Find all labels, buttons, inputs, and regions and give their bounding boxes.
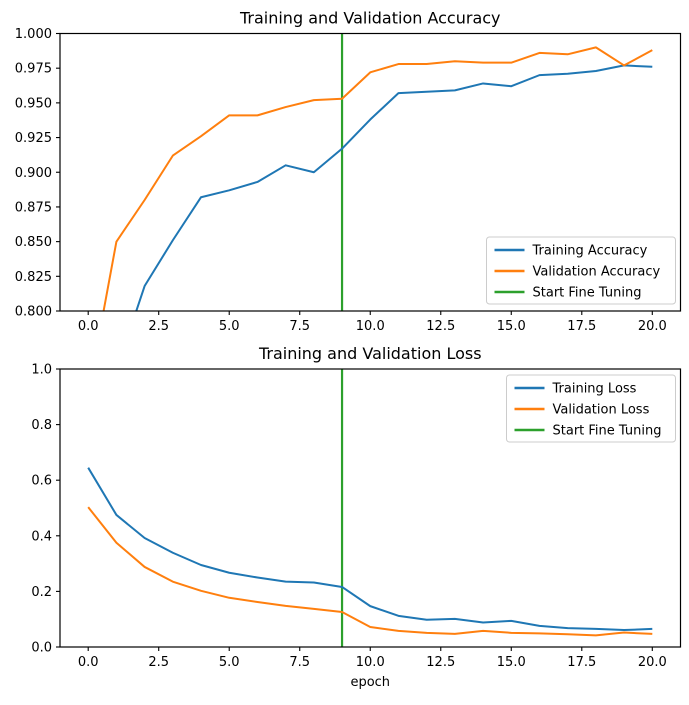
y-tick-label: 0.875	[15, 200, 52, 215]
y-tick-label: 0.950	[15, 96, 52, 111]
y-tick-label: 0.0	[31, 641, 52, 656]
x-tick-label: 0.0	[78, 655, 99, 670]
y-tick-label: 0.6	[31, 474, 52, 489]
y-tick-label: 0.900	[15, 166, 52, 181]
x-tick-label: 15.0	[497, 319, 526, 334]
y-tick-label: 0.850	[15, 235, 52, 250]
y-tick-label: 0.825	[15, 270, 52, 285]
legend-label: Validation Loss	[553, 403, 650, 418]
y-tick-label: 1.0	[31, 363, 52, 378]
x-tick-label: 12.5	[426, 319, 455, 334]
chart-title: Training and Validation Loss	[258, 344, 482, 363]
training-loss-line	[87, 467, 653, 632]
x-tick-label: 0.0	[78, 319, 99, 334]
axes-spines	[59, 32, 682, 312]
x-tick-label: 17.5	[567, 319, 596, 334]
x-tick-label: 12.5	[426, 655, 455, 670]
x-axis-label: epoch	[350, 675, 390, 690]
y-tick-label: 0.8	[31, 418, 52, 433]
axes-spines	[59, 368, 682, 648]
x-tick-label: 15.0	[497, 655, 526, 670]
y-tick-label: 0.975	[15, 62, 52, 77]
y-tick-label: 1.000	[15, 27, 52, 42]
y-tick-label: 0.800	[15, 305, 52, 320]
training-accuracy-line	[135, 64, 653, 311]
legend-box	[506, 374, 676, 443]
x-tick-label: 10.0	[356, 655, 385, 670]
x-tick-label: 10.0	[356, 319, 385, 334]
training-and-validation-accuracy-axes: Training and Validation Accuracy 0.800 0.8…	[15, 9, 682, 334]
legend-box	[486, 236, 676, 305]
legend: Training Accuracy Validation Accuracy Star…	[486, 236, 676, 305]
x-tick-label: 5.0	[219, 319, 240, 334]
x-tick-label: 17.5	[567, 655, 596, 670]
x-tick-label: 20.0	[638, 319, 667, 334]
training-and-validation-loss-axes: Training and Validation Loss 0.0 0.2 0.4 0.6…	[31, 344, 682, 690]
chart-title: Training and Validation Accuracy	[239, 9, 501, 28]
legend-label: Training Loss	[552, 382, 637, 397]
validation-loss-line	[87, 506, 653, 637]
legend-label: Training Accuracy	[532, 244, 648, 259]
x-tick-label: 2.5	[148, 319, 169, 334]
y-tick-label: 0.925	[15, 131, 52, 146]
x-tick-label: 20.0	[638, 655, 667, 670]
legend-label: Validation Accuracy	[533, 265, 661, 280]
x-tick-label: 7.5	[289, 655, 310, 670]
y-tick-label: 0.4	[31, 529, 52, 544]
legend-label: Start Fine Tuning	[533, 286, 642, 301]
validation-accuracy-line	[102, 46, 653, 311]
legend: Training Loss Validation Loss Start Fine T…	[506, 374, 676, 443]
x-tick-label: 7.5	[289, 319, 310, 334]
legend-label: Start Fine Tuning	[553, 424, 662, 439]
x-tick-label: 5.0	[219, 655, 240, 670]
x-tick-label: 2.5	[148, 655, 169, 670]
y-tick-label: 0.2	[31, 585, 52, 600]
